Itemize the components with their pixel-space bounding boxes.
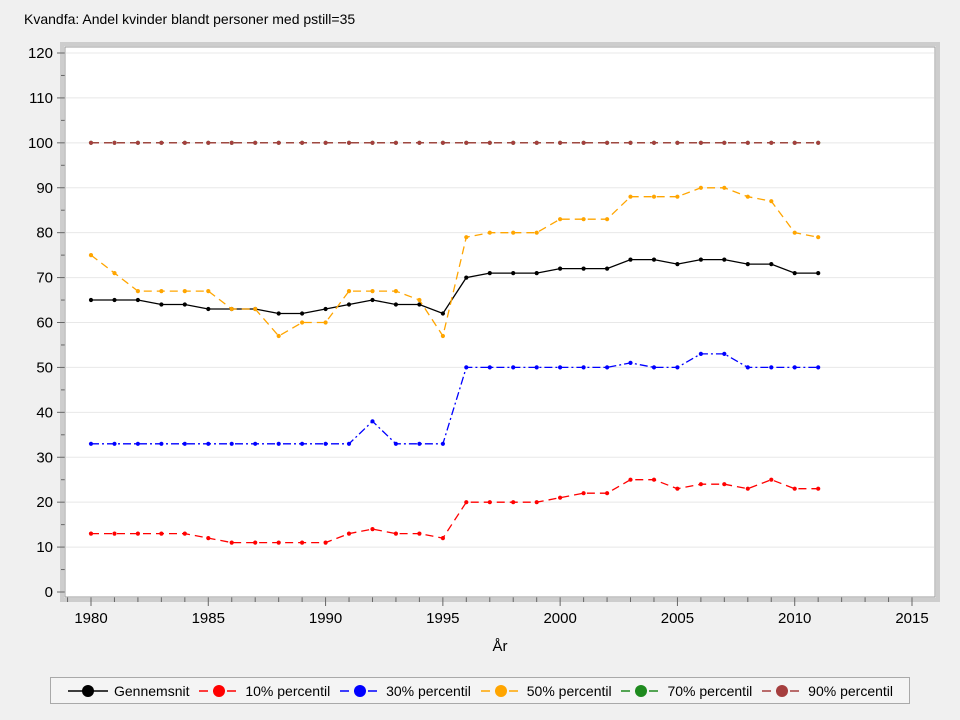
svg-text:1985: 1985	[192, 610, 225, 627]
legend-label: 10% percentil	[245, 682, 331, 699]
plot-frame	[64, 46, 936, 598]
gridlines	[66, 52, 934, 548]
x-tick-labels: 1980 1985 1990 1995 2000 2005 2010 2015	[74, 610, 928, 627]
svg-text:2010: 2010	[778, 610, 811, 627]
svg-text:40: 40	[36, 404, 53, 421]
legend-item-50-percentil: 50% percentil	[480, 683, 612, 699]
legend-item-30-percentil: 30% percentil	[339, 683, 471, 699]
series-90-percentil	[88, 140, 821, 145]
legend-item-90-percentil: 90% percentil	[761, 683, 893, 699]
svg-text:10: 10	[36, 539, 53, 556]
legend-marker-icon	[68, 684, 108, 697]
svg-text:2000: 2000	[543, 610, 576, 627]
x-axis-title: År	[493, 638, 508, 655]
chart-title: Kvandfa: Andel kvinder blandt personer m…	[24, 11, 356, 27]
y-tick-labels: 0 10 20 30 40 50 60 70 80 90 100 110 120	[28, 45, 53, 601]
legend-item-gennemsnit: Gennemsnit	[67, 683, 189, 699]
svg-text:30: 30	[36, 449, 53, 466]
svg-text:100: 100	[28, 135, 53, 152]
svg-text:120: 120	[28, 45, 53, 62]
svg-text:1995: 1995	[426, 610, 459, 627]
legend-marker-icon	[340, 684, 381, 697]
legend-label: 70% percentil	[667, 682, 753, 699]
legend: Gennemsnit 10% percentil 30% percentil 50% …	[50, 677, 910, 704]
svg-text:1990: 1990	[309, 610, 342, 627]
legend-label: 30% percentil	[386, 682, 471, 699]
legend-marker-icon	[762, 684, 803, 697]
svg-text:80: 80	[36, 225, 53, 242]
legend-item-70-percentil: 70% percentil	[620, 683, 752, 699]
svg-text:50: 50	[36, 359, 53, 376]
svg-text:70: 70	[36, 270, 53, 287]
legend-label: 50% percentil	[526, 682, 612, 699]
svg-text:2015: 2015	[895, 610, 928, 627]
axis-ticks	[57, 52, 913, 606]
svg-text:90: 90	[36, 180, 53, 197]
legend-item-10-percentil: 10% percentil	[198, 683, 330, 699]
series-50-percentil	[88, 185, 821, 339]
svg-text:1980: 1980	[74, 610, 107, 627]
svg-text:60: 60	[36, 315, 53, 332]
series-gennemsnit	[88, 257, 821, 316]
series-10-percentil	[88, 477, 821, 545]
plot-area: 0 10 20 30 40 50 60 70 80 90 100 110 120 1980 1985 1990…	[28, 42, 940, 655]
series-30-percentil	[88, 351, 821, 446]
svg-text:2005: 2005	[661, 610, 694, 627]
svg-text:0: 0	[45, 584, 53, 601]
legend-label: Gennemsnit	[114, 682, 190, 699]
svg-text:110: 110	[29, 90, 53, 107]
legend-marker-icon	[621, 684, 662, 697]
legend-marker-icon	[480, 684, 521, 697]
legend-label: 90% percentil	[808, 682, 893, 699]
svg-text:20: 20	[36, 494, 53, 511]
legend-marker-icon	[199, 684, 240, 697]
